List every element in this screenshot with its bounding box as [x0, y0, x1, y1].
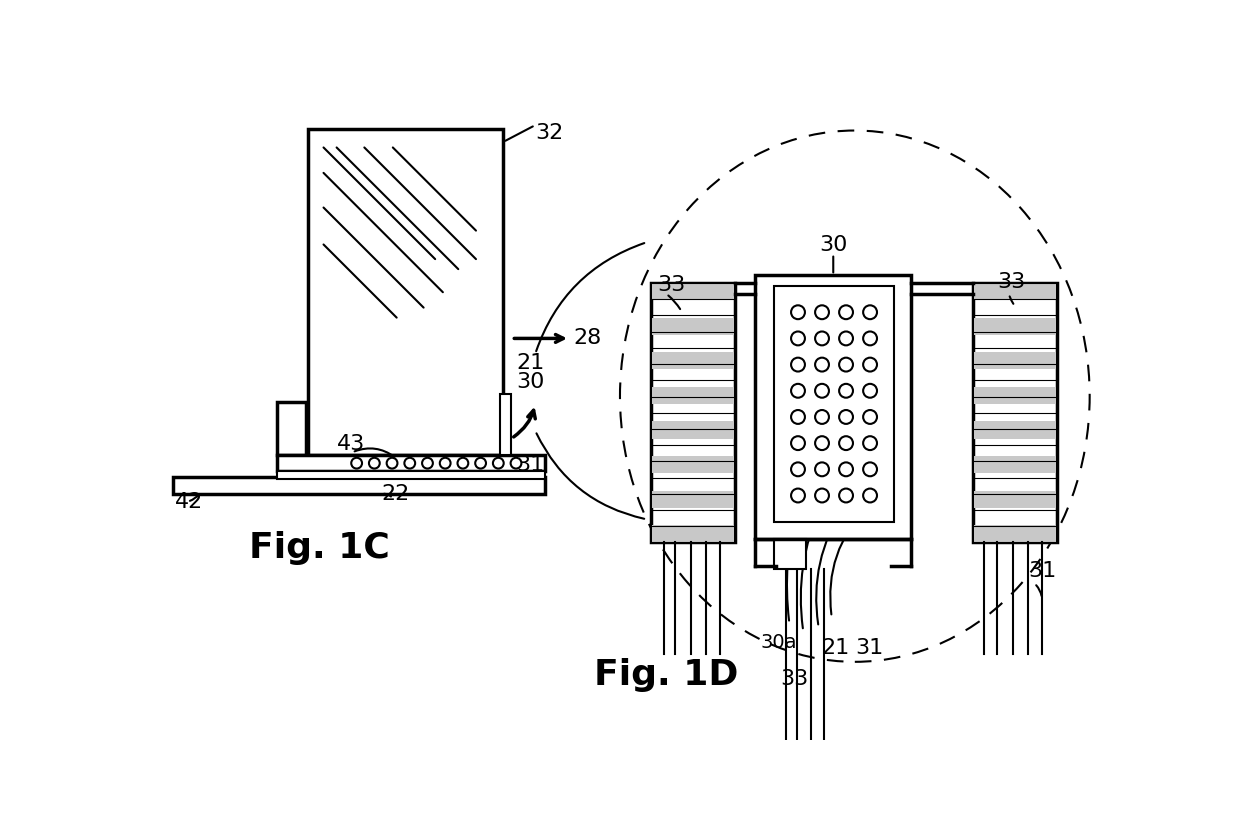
Text: 31: 31 [855, 638, 883, 658]
Circle shape [457, 458, 468, 469]
Text: 32: 32 [535, 123, 564, 143]
Circle shape [476, 458, 486, 469]
Text: 30: 30 [515, 372, 544, 392]
Bar [774, 286, 895, 522]
Circle shape [422, 458, 432, 469]
Bar [974, 352, 1056, 370]
Bar [974, 421, 1056, 439]
Bar [278, 455, 544, 471]
Text: 31: 31 [515, 455, 544, 475]
Bar [974, 386, 1056, 404]
Circle shape [510, 458, 522, 469]
Circle shape [440, 458, 451, 469]
Text: 28: 28 [574, 328, 602, 348]
Bar [278, 471, 544, 479]
Bar [973, 283, 1057, 543]
Text: 21: 21 [515, 353, 544, 373]
Bar [756, 275, 911, 538]
Text: 21: 21 [821, 638, 850, 658]
Circle shape [369, 458, 379, 469]
Bar [652, 456, 733, 474]
Bar [974, 283, 1056, 300]
Text: 30a: 30a [760, 633, 797, 652]
Bar [652, 283, 733, 300]
Bar [974, 525, 1056, 543]
Bar [173, 477, 544, 494]
Circle shape [493, 458, 504, 469]
Bar [974, 456, 1056, 474]
Text: 33: 33 [657, 275, 685, 295]
Circle shape [404, 458, 415, 469]
Bar [774, 538, 807, 569]
Bar [652, 317, 733, 335]
Text: 33: 33 [781, 669, 808, 689]
Bar [652, 352, 733, 370]
Text: Fig. 1C: Fig. 1C [249, 531, 390, 565]
Text: 31: 31 [1028, 561, 1057, 581]
Circle shape [387, 458, 398, 469]
Text: 33: 33 [997, 273, 1026, 293]
Bar [652, 490, 733, 508]
Circle shape [351, 458, 362, 469]
Bar [974, 490, 1056, 508]
Bar [650, 283, 736, 543]
Text: 42: 42 [175, 492, 203, 512]
Text: 30: 30 [819, 235, 847, 255]
Text: 22: 22 [382, 484, 410, 504]
Bar [652, 386, 733, 404]
Text: 43: 43 [337, 434, 366, 454]
Text: Fig. 1D: Fig. 1D [593, 658, 738, 692]
Bar [652, 525, 733, 543]
Bar [974, 317, 1056, 335]
Bar [652, 421, 733, 439]
Bar [499, 394, 512, 455]
Bar [309, 129, 503, 455]
Bar [278, 401, 306, 455]
